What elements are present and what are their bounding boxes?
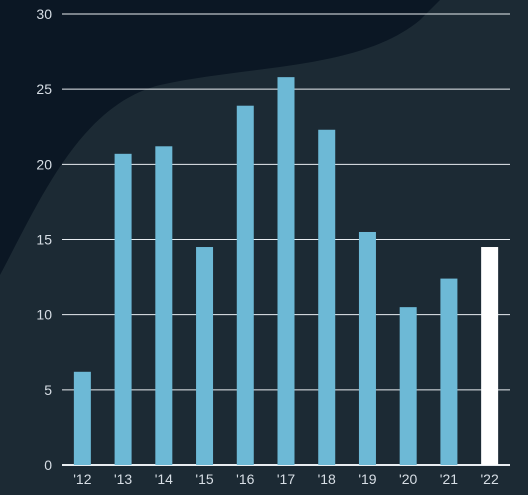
bars [73, 77, 499, 466]
x-axis-labels: '12 '13 '14 '15 '16 '17 '18 '19 '20 '21 '22 [73, 471, 499, 487]
bar [155, 146, 173, 465]
x-tick-label: '14 [155, 471, 173, 487]
bar [73, 371, 91, 465]
y-tick-label: 15 [36, 232, 52, 248]
x-tick-label: '15 [195, 471, 213, 487]
bar [236, 105, 254, 465]
bar [318, 129, 336, 466]
bar [196, 247, 214, 465]
x-tick-label: '16 [236, 471, 254, 487]
x-tick-label: '18 [318, 471, 336, 487]
bar [358, 231, 376, 465]
x-tick-label: '22 [481, 471, 499, 487]
y-tick-label: 10 [36, 307, 52, 323]
x-tick-label: '13 [114, 471, 132, 487]
bar [114, 153, 132, 465]
y-tick-label: 20 [36, 156, 52, 172]
x-tick-label: '17 [277, 471, 295, 487]
bar [481, 247, 499, 465]
x-tick-label: '12 [73, 471, 91, 487]
bar [277, 77, 295, 465]
x-tick-label: '20 [399, 471, 417, 487]
y-tick-label: 5 [44, 382, 52, 398]
y-tick-label: 25 [36, 81, 52, 97]
bar [440, 278, 458, 465]
y-axis-labels: 0 5 10 15 20 25 30 [36, 6, 52, 473]
y-tick-label: 30 [36, 6, 52, 22]
y-tick-label: 0 [44, 457, 52, 473]
x-tick-label: '21 [440, 471, 458, 487]
x-tick-label: '19 [358, 471, 376, 487]
bar [399, 307, 417, 465]
